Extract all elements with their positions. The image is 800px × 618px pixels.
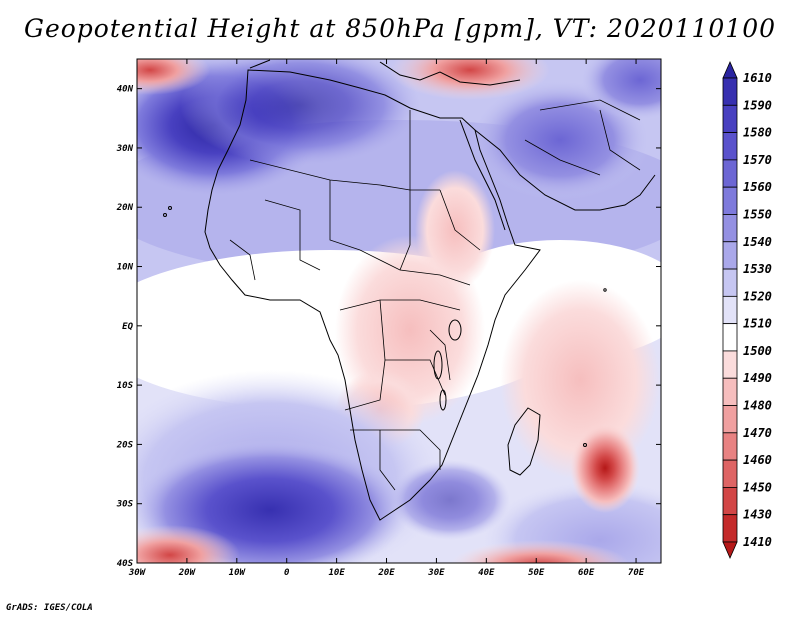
- colorbar-label: 1580: [743, 126, 772, 140]
- colorbar-label: 1500: [743, 344, 772, 358]
- madagascar-coastline: [507, 407, 541, 476]
- lon-label: 10E: [328, 568, 345, 578]
- colorbar-bin: [722, 268, 738, 297]
- lon-label: 20E: [377, 568, 395, 578]
- colorbar-bin: [722, 514, 738, 543]
- lon-label: 30E: [427, 568, 445, 578]
- plot-frame: [136, 58, 662, 564]
- colorbar-bin: [722, 295, 738, 325]
- colorbar-label: 1530: [743, 262, 772, 276]
- lat-label: 40S: [117, 559, 134, 569]
- colorbar-label: 1570: [743, 153, 772, 167]
- mediterranean-low: [390, 59, 550, 100]
- mascarene-low: [570, 423, 640, 513]
- colorbar-bin: [722, 77, 738, 106]
- colorbar-bin: [722, 323, 738, 352]
- latitude-axis: 40N 30N 20N 10N EQ 10S 20S 30S 40S: [116, 85, 661, 569]
- lon-label: 10W: [229, 568, 247, 578]
- colorbar-bin: [722, 377, 738, 406]
- colorbar-label: 1480: [743, 399, 772, 413]
- colorbar-bin: [722, 132, 738, 161]
- colorbar-label: 1450: [743, 480, 772, 494]
- colorbar-label: 1520: [743, 289, 772, 303]
- southern-atlantic-low: [137, 525, 240, 563]
- colorbar-label: 1590: [743, 98, 772, 112]
- lat-label: EQ: [122, 322, 133, 332]
- lon-label: 30W: [128, 568, 147, 578]
- map-title: Geopotential Height at 850hPa [gpm], VT:…: [23, 14, 777, 43]
- colorbar-bin: [722, 214, 738, 243]
- colorbar-label: 1610: [743, 71, 772, 85]
- lon-label: 40E: [478, 568, 495, 578]
- coastlines: [163, 59, 656, 521]
- colorbar: 1610 1590 1580 1570 1560 1550 1540 1530 1520 1510…: [722, 61, 772, 559]
- colorbar-label: 1470: [743, 426, 772, 440]
- colorbar-bin: [722, 350, 738, 379]
- colorbar-label: 1510: [743, 317, 772, 331]
- height-field: [137, 59, 661, 563]
- lat-label: 10N: [117, 263, 134, 273]
- lat-label: 30S: [116, 500, 134, 510]
- colorbar-label: 1560: [743, 180, 772, 194]
- lon-label: 60E: [578, 568, 595, 578]
- colorbar-bin: [722, 432, 738, 461]
- colorbar-top-arrow: [722, 61, 738, 79]
- lon-label: 0: [284, 568, 290, 578]
- colorbar-label: 1540: [743, 235, 772, 249]
- colorbar-label: 1460: [743, 453, 772, 467]
- colorbar-label: 1430: [743, 508, 772, 522]
- lat-label: 10S: [117, 381, 134, 391]
- colorbar-bottom-arrow: [722, 541, 738, 559]
- colorbar-bin: [722, 241, 738, 270]
- grads-credit: GrADS: IGES/COLA: [6, 603, 93, 613]
- lon-label: 70E: [628, 568, 645, 578]
- colorbar-bin: [722, 459, 738, 488]
- colorbar-label: 1410: [743, 535, 772, 549]
- lat-label: 20N: [116, 203, 134, 213]
- colorbar-label: 1550: [743, 207, 772, 221]
- lat-label: 30N: [116, 144, 134, 154]
- lat-label: 40N: [117, 85, 134, 95]
- arabia-coastline: [474, 129, 656, 211]
- colorbar-bin: [722, 159, 738, 188]
- colorbar-label: 1490: [743, 371, 772, 385]
- longitude-axis: 30W 20W 10W 0 10E 20E 30E 40E 50E 60E 70E: [128, 59, 645, 578]
- mediterranean-north-coast: [249, 59, 521, 86]
- colorbar-bin: [722, 405, 738, 434]
- africa-coastline: [204, 69, 541, 521]
- lat-label: 20S: [116, 440, 134, 450]
- lon-label: 20W: [178, 568, 197, 578]
- lon-label: 50E: [528, 568, 545, 578]
- colorbar-bin: [722, 104, 738, 133]
- southern-indian-low: [450, 540, 630, 563]
- colorbar-bin: [722, 186, 738, 215]
- colorbar-bin: [722, 487, 738, 516]
